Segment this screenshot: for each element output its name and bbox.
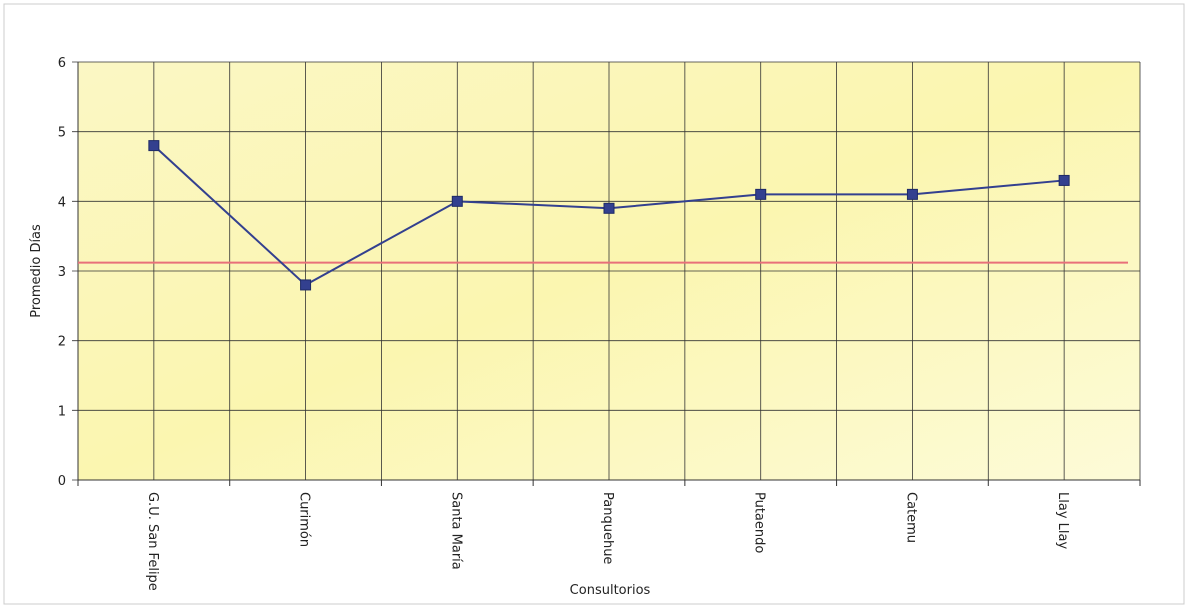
marker <box>906 188 918 200</box>
y-tick-label: 3 <box>58 265 66 280</box>
x-tick-label: Llay Llay <box>1055 492 1070 549</box>
marker <box>603 202 615 214</box>
x-tick-label: Curimón <box>297 492 312 547</box>
x-tick-label: Putaendo <box>752 492 767 553</box>
y-tick-label: 2 <box>58 335 66 350</box>
marker <box>1058 174 1070 186</box>
x-tick-label: Panquehue <box>600 492 615 564</box>
marker <box>451 195 463 207</box>
marker <box>148 140 160 152</box>
y-tick-label: 0 <box>58 474 66 489</box>
y-axis-title: Promedio Días <box>29 224 44 318</box>
y-tick-label: 1 <box>58 404 66 419</box>
marker <box>300 279 312 291</box>
y-tick-label: 6 <box>58 56 66 71</box>
x-tick-label: G.U. San Felipe <box>145 492 160 591</box>
y-tick-label: 5 <box>58 126 66 141</box>
y-tick-label: 4 <box>58 195 66 210</box>
x-axis-title: Consultorios <box>570 583 651 598</box>
x-tick-label: Santa María <box>448 492 463 570</box>
x-tick-label: Catemu <box>903 492 918 543</box>
marker <box>755 188 767 200</box>
